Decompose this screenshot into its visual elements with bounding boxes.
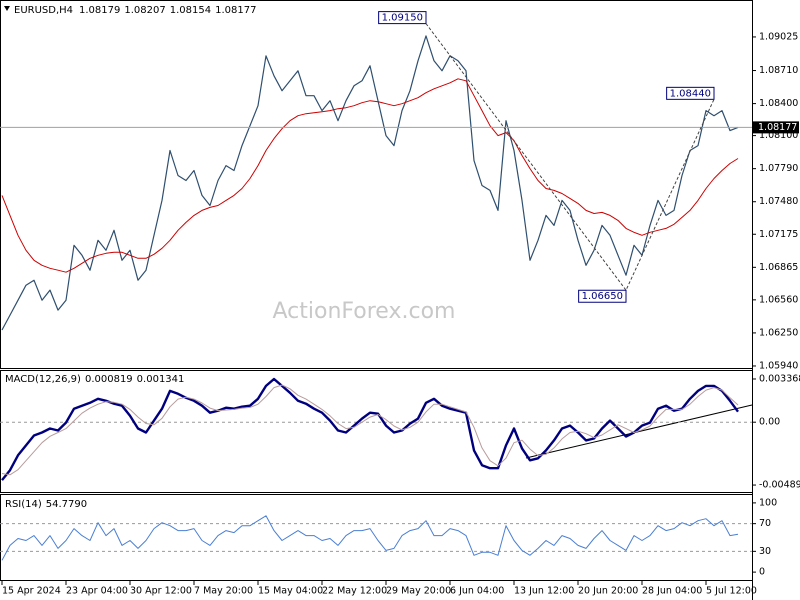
series-line — [1, 377, 739, 481]
x-tick-label: 13 Jun 12:00 — [514, 586, 574, 597]
x-tick-label: 20 Jun 20:00 — [578, 586, 638, 597]
rsi-title: RSI(14) — [5, 499, 42, 510]
swing-line — [425, 23, 715, 292]
macd-trendline — [525, 404, 753, 459]
x-tick-label: 5 Jul 12:00 — [706, 586, 757, 597]
symbol: EURUSD,H4 — [14, 5, 73, 16]
annotation-label: 1.06650 — [582, 291, 623, 302]
y-tick-label: 1.08400 — [759, 98, 798, 109]
watermark: ActionForex.com — [273, 299, 456, 324]
y-tick-label: 0 — [759, 567, 765, 578]
open: 1.08179 — [79, 5, 120, 16]
macd-header: MACD(12,26,9) 0.000819 0.001341 — [5, 374, 184, 385]
current-price-label: 1.08177 — [758, 122, 797, 133]
annotation: 1.06650 — [578, 289, 627, 303]
y-tick-label: 1.06250 — [759, 327, 798, 338]
y-tick-label: 1.05940 — [759, 360, 798, 371]
y-tick-label: 1.07175 — [759, 229, 798, 240]
y-tick-label: 1.08100 — [759, 130, 798, 141]
x-tick-label: 6 Jun 04:00 — [450, 586, 504, 597]
price-header: EURUSD,H4 1.08179 1.08207 1.08154 1.08177 — [14, 5, 256, 16]
close: 1.08177 — [215, 5, 256, 16]
macd-title: MACD(12,26,9) — [5, 374, 81, 385]
annotation-box — [666, 86, 715, 100]
x-tick-label: 23 Apr 04:00 — [66, 586, 128, 597]
annotation: 1.09150 — [378, 11, 427, 25]
macd-reading: 0.000819 — [85, 374, 133, 385]
y-tick-label: 1.08710 — [759, 65, 798, 76]
x-tick-label: 15 May 04:00 — [258, 586, 323, 597]
x-tick-label: 29 May 20:00 — [386, 586, 451, 597]
y-tick-label: 0.003368 — [759, 373, 800, 384]
y-tick-label: 1.06560 — [759, 294, 798, 305]
x-tick-label: 7 May 20:00 — [194, 586, 253, 597]
series-line — [1, 515, 739, 561]
x-tick-label: 28 Jun 04:00 — [642, 586, 702, 597]
y-tick-label: 100 — [759, 497, 777, 508]
current-price-box — [753, 121, 799, 134]
y-tick-label: 1.07480 — [759, 196, 798, 207]
annotation-box — [578, 289, 627, 303]
y-tick-label: 1.07790 — [759, 163, 798, 174]
x-tick-label: 22 May 12:00 — [322, 586, 387, 597]
annotation-label: 1.08440 — [670, 88, 711, 99]
y-tick-label: -0.004898 — [759, 480, 800, 491]
annotation-label: 1.09150 — [382, 13, 423, 24]
x-tick-label: 30 Apr 12:00 — [130, 586, 192, 597]
y-tick-label: 0.00 — [759, 417, 780, 428]
rsi-header: RSI(14) 54.7790 — [5, 499, 87, 510]
annotation-box — [378, 11, 427, 25]
annotation: 1.08440 — [666, 86, 715, 100]
high: 1.08207 — [124, 5, 165, 16]
y-tick-label: 30 — [759, 546, 771, 557]
signal-reading: 0.001341 — [137, 374, 185, 385]
series-line — [1, 78, 739, 273]
symbol-icon — [4, 6, 10, 11]
series-line — [1, 35, 739, 331]
y-tick-label: 70 — [759, 518, 771, 529]
rsi-reading: 54.7790 — [46, 499, 87, 510]
y-tick-label: 1.06865 — [759, 262, 798, 273]
low: 1.08154 — [170, 5, 211, 16]
y-tick-label: 1.09025 — [759, 31, 798, 42]
series-line — [1, 384, 739, 476]
x-tick-label: 15 Apr 2024 — [2, 586, 61, 597]
